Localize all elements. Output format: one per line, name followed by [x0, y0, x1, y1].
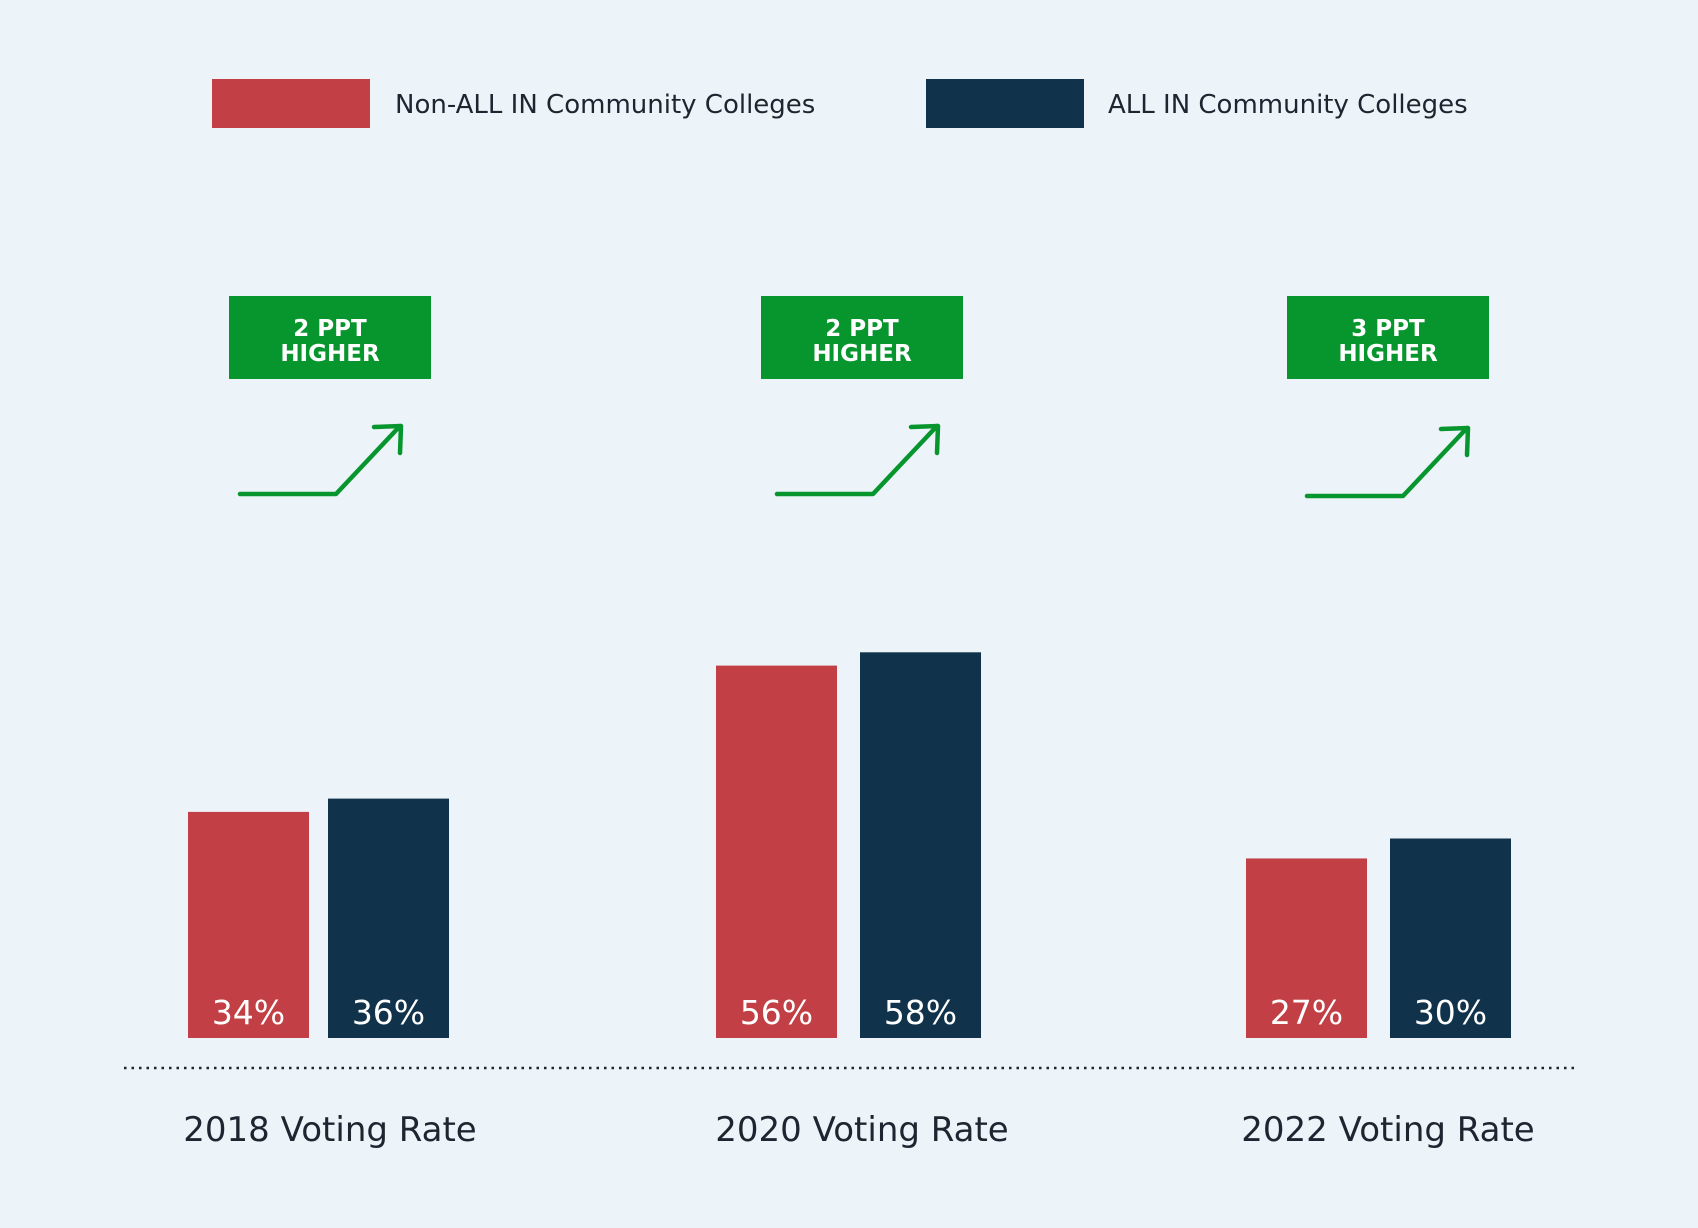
annotation-badge-line1-3: 3 PPT	[1351, 316, 1425, 342]
bar-label-3-1: 27%	[1270, 993, 1343, 1032]
bar-label-1-1: 34%	[212, 993, 285, 1032]
annotation-badge-line2-3: HIGHER	[1338, 341, 1438, 367]
bar-3-1	[1246, 858, 1367, 1038]
annotation-badge-2	[761, 296, 963, 379]
annotation-badge-1	[229, 296, 431, 379]
bar-2-1	[716, 665, 837, 1038]
bar-1-2	[328, 798, 449, 1038]
bar-1-1	[188, 811, 309, 1038]
legend-swatch-2	[926, 79, 1084, 128]
annotation-badge-line1-1: 2 PPT	[293, 316, 367, 342]
legend-label-1: Non-ALL IN Community Colleges	[395, 90, 815, 120]
annotation-badge-line2-2: HIGHER	[812, 341, 912, 367]
up-arrow-icon	[237, 423, 404, 497]
bar-label-3-2: 30%	[1414, 993, 1487, 1032]
up-arrow-icon	[774, 423, 941, 497]
category-label-3: 2022 Voting Rate	[1241, 1110, 1534, 1150]
arrow-head-2	[908, 423, 941, 456]
legend-swatch-1	[212, 79, 370, 128]
annotation-badge-line2-1: HIGHER	[280, 341, 380, 367]
up-arrow-icon	[1304, 425, 1471, 499]
legend-label-2: ALL IN Community Colleges	[1108, 90, 1468, 120]
arrow-line-3	[1304, 425, 1470, 499]
annotation-arrows	[237, 423, 1471, 499]
category-label-2: 2020 Voting Rate	[715, 1110, 1008, 1150]
arrow-line-1	[237, 423, 403, 497]
arrow-head-1	[371, 423, 404, 456]
bar-label-2-1: 56%	[740, 993, 813, 1032]
arrow-head-3	[1438, 425, 1471, 458]
bar-3-2	[1390, 838, 1511, 1038]
bar-label-2-2: 58%	[884, 993, 957, 1032]
annotation-badge-3	[1287, 296, 1489, 379]
bar-2-2	[860, 652, 981, 1038]
legend: Non-ALL IN Community Colleges ALL IN Comm…	[212, 79, 1468, 128]
bar-label-1-2: 36%	[352, 993, 425, 1032]
bars: 34% 36% 56% 58% 27% 30%	[188, 652, 1511, 1038]
arrow-line-2	[774, 423, 940, 497]
category-label-1: 2018 Voting Rate	[183, 1110, 476, 1150]
category-labels: 2018 Voting Rate 2020 Voting Rate 2022 Vot…	[183, 1110, 1534, 1150]
annotation-badge-line1-2: 2 PPT	[825, 316, 899, 342]
